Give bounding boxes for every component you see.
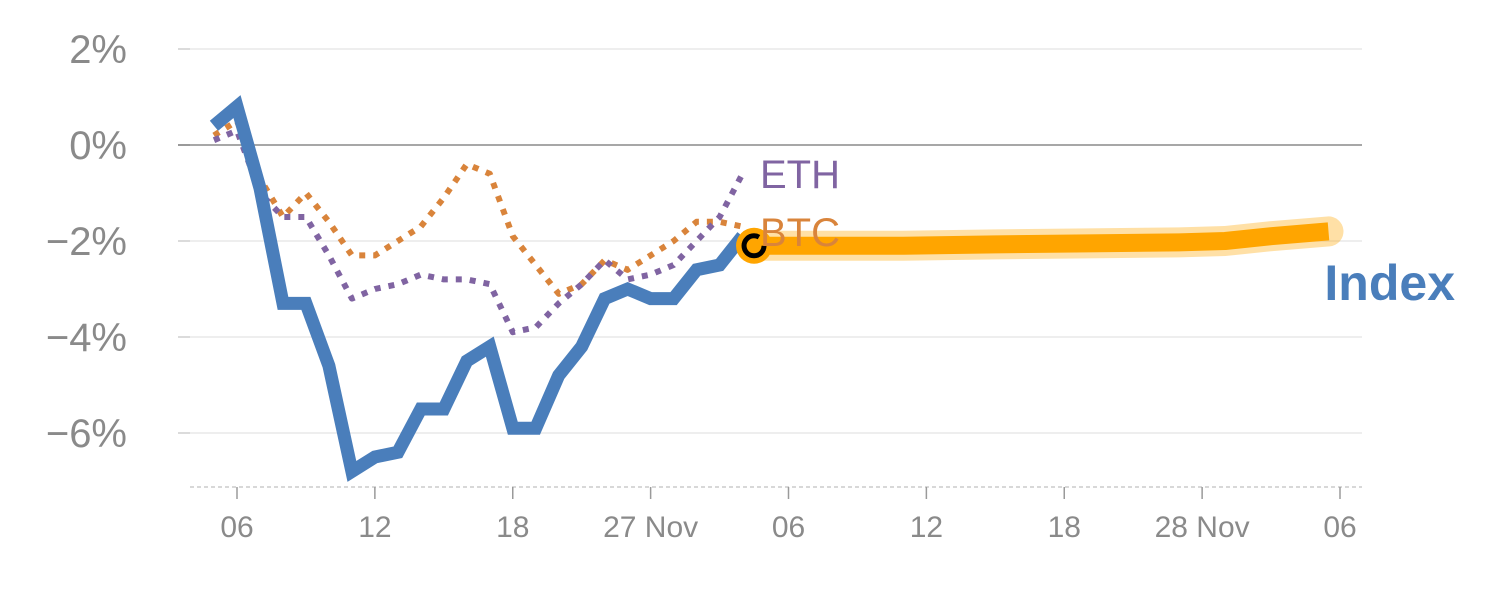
marker-outer	[736, 227, 773, 264]
marker-ring	[741, 233, 767, 259]
x-tick-label: 28 Nov	[1155, 511, 1250, 544]
index-series-label: Index	[1324, 255, 1455, 311]
x-tick-label: 27 Nov	[603, 511, 698, 544]
x-tick-label: 12	[910, 511, 943, 544]
grid	[178, 48, 1362, 488]
x-tick-label: 06	[772, 511, 805, 544]
series-lines	[209, 95, 1344, 482]
y-tick-label: −4%	[46, 316, 127, 360]
x-tick-label: 12	[358, 511, 391, 544]
eth-series-label: ETH	[760, 153, 840, 197]
current-marker	[736, 227, 773, 264]
y-tick-label: 0%	[69, 124, 127, 168]
x-tick-label: 18	[496, 511, 529, 544]
x-tick-label: 18	[1048, 511, 1081, 544]
y-axis: 2% 0% −2% −4% −6%	[46, 28, 127, 456]
y-tick-label: 2%	[69, 28, 127, 72]
btc-series-line	[212, 118, 744, 297]
x-tick-label: 06	[220, 511, 253, 544]
y-tick-label: −2%	[46, 220, 127, 264]
index-series-line	[209, 95, 748, 482]
x-axis: 06 12 18 27 Nov 06 12 18 28 Nov 06	[220, 487, 1357, 544]
eth-series-line	[212, 127, 746, 336]
y-tick-label: −6%	[46, 412, 127, 456]
projection-series-line	[754, 222, 1330, 255]
x-tick-label: 06	[1323, 511, 1356, 544]
btc-series-label: BTC	[760, 211, 840, 255]
